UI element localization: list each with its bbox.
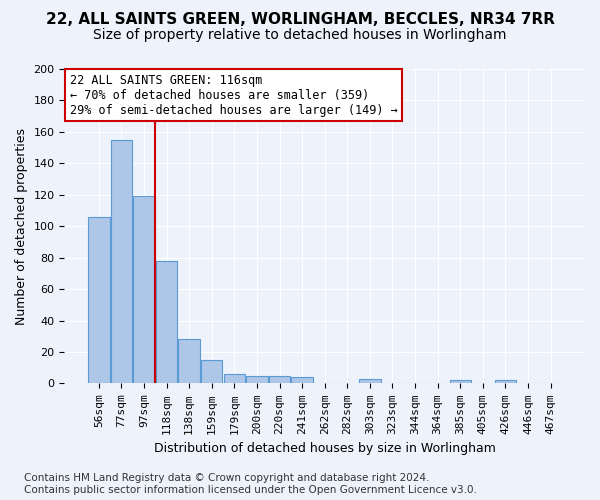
Bar <box>224 374 245 384</box>
Bar <box>178 340 200 384</box>
Bar <box>156 261 177 384</box>
Bar <box>269 376 290 384</box>
X-axis label: Distribution of detached houses by size in Worlingham: Distribution of detached houses by size … <box>154 442 496 455</box>
Bar <box>449 380 471 384</box>
Bar <box>292 377 313 384</box>
Text: 22, ALL SAINTS GREEN, WORLINGHAM, BECCLES, NR34 7RR: 22, ALL SAINTS GREEN, WORLINGHAM, BECCLE… <box>46 12 554 28</box>
Bar <box>110 140 132 384</box>
Bar <box>246 376 268 384</box>
Bar <box>359 378 380 384</box>
Y-axis label: Number of detached properties: Number of detached properties <box>15 128 28 324</box>
Text: Contains HM Land Registry data © Crown copyright and database right 2024.
Contai: Contains HM Land Registry data © Crown c… <box>24 474 477 495</box>
Bar <box>88 217 110 384</box>
Text: 22 ALL SAINTS GREEN: 116sqm
← 70% of detached houses are smaller (359)
29% of se: 22 ALL SAINTS GREEN: 116sqm ← 70% of det… <box>70 74 397 116</box>
Bar <box>494 380 516 384</box>
Bar <box>133 196 155 384</box>
Bar <box>201 360 223 384</box>
Text: Size of property relative to detached houses in Worlingham: Size of property relative to detached ho… <box>93 28 507 42</box>
